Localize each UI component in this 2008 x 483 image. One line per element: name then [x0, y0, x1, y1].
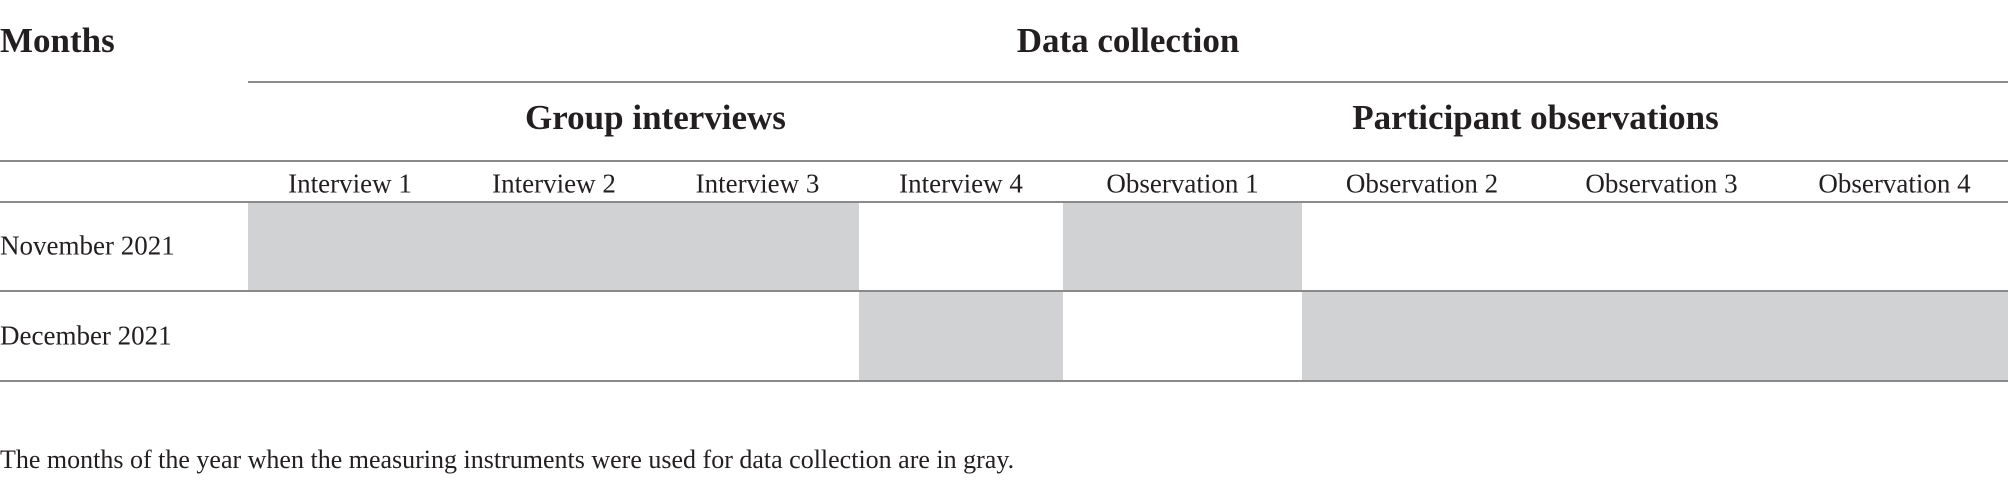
shaded-cell [452, 201, 656, 290]
shaded-cell [1302, 291, 1542, 380]
group-header: Participant observations [1352, 98, 1719, 137]
shaded-cell [1781, 291, 2008, 380]
rule [248, 81, 2008, 83]
column-header: Interview 4 [899, 168, 1023, 199]
rule [0, 201, 2008, 203]
rule [0, 380, 2008, 382]
shaded-cell [656, 201, 859, 290]
column-header: Interview 3 [695, 168, 820, 199]
row-label: December 2021 [0, 320, 172, 350]
column-header: Observation 4 [1818, 168, 1971, 199]
column-header: Interview 1 [288, 168, 412, 199]
shaded-cell [248, 201, 452, 290]
footnote: The months of the year when the measurin… [0, 445, 1015, 474]
column-header: Observation 2 [1345, 168, 1499, 199]
shaded-cell [1063, 201, 1302, 290]
rule [0, 160, 2008, 162]
shaded-cell [859, 291, 1063, 380]
column-header: Observation 1 [1106, 168, 1259, 199]
stub-header: Months [0, 21, 115, 60]
column-header: Observation 3 [1585, 168, 1738, 199]
rule [0, 290, 2008, 292]
shaded-cell [1542, 291, 1781, 380]
row-label: November 2021 [0, 230, 175, 260]
group-header: Group interviews [525, 98, 786, 137]
column-header: Interview 2 [492, 168, 616, 199]
spanner-header: Data collection [1016, 21, 1240, 60]
